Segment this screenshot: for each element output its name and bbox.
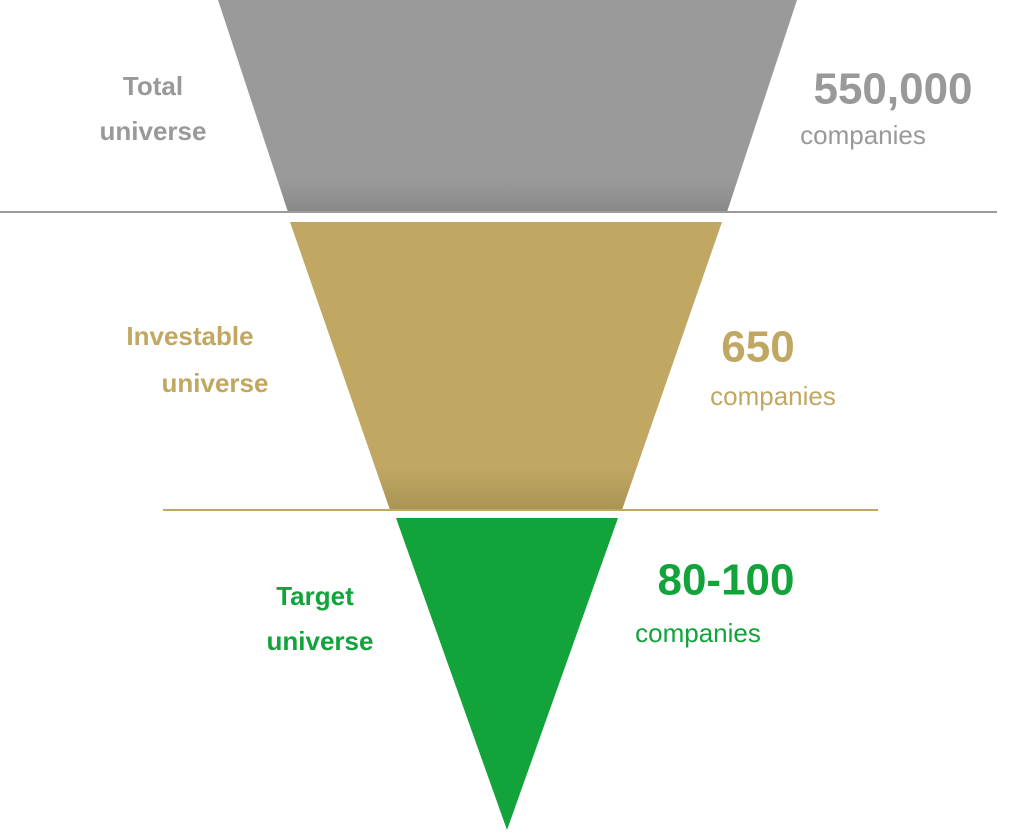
stage-count: 650 — [721, 323, 794, 372]
stage-unit: companies — [635, 618, 761, 648]
funnel-bottom — [396, 518, 618, 830]
stage-count: 80-100 — [657, 556, 794, 605]
stage-label: Target — [276, 581, 354, 611]
stage-label: universe — [162, 368, 269, 398]
funnel-top-shade — [218, 0, 797, 212]
stage-label: universe — [267, 626, 374, 656]
funnel-middle-shade — [290, 222, 722, 510]
stage-unit: companies — [710, 381, 836, 411]
stage-label: Investable — [126, 321, 253, 351]
stage-label: Total — [123, 71, 183, 101]
stage-unit: companies — [800, 120, 926, 150]
stage-label: universe — [100, 116, 207, 146]
stage-count: 550,000 — [813, 65, 972, 114]
